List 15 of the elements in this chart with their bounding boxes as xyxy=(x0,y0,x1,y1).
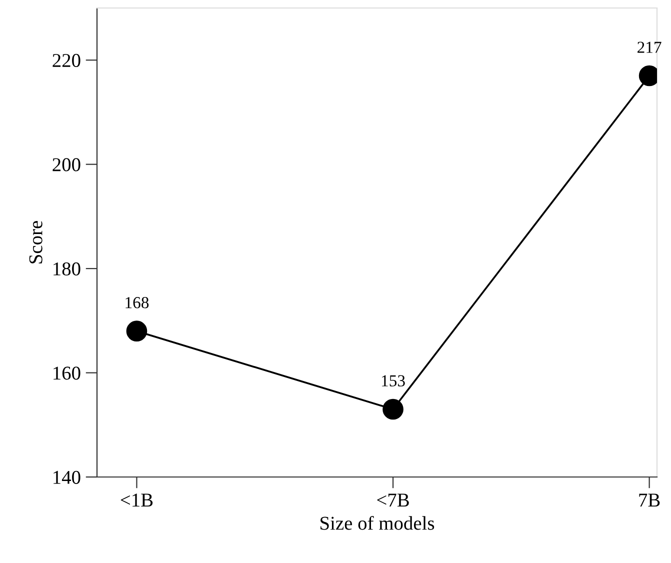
y-axis-title: Score xyxy=(29,221,42,264)
y-tick-label: 200 xyxy=(52,158,80,172)
data-label: 168 xyxy=(126,297,149,308)
data-label: 217 xyxy=(638,42,662,53)
x-axis-title: Size of models xyxy=(320,516,434,530)
point xyxy=(126,320,148,342)
y-tick-label: 180 xyxy=(54,262,80,276)
y-tick-label: 220 xyxy=(52,54,80,68)
data-label: 153 xyxy=(382,375,405,386)
y-tick-label: 140 xyxy=(54,470,80,484)
x-tick-label: <1B xyxy=(120,494,153,507)
y-tick-label: 160 xyxy=(54,366,80,380)
x-tick-label: 7B xyxy=(639,494,660,507)
x-tick-label: <7B xyxy=(377,494,409,507)
point xyxy=(382,398,404,420)
